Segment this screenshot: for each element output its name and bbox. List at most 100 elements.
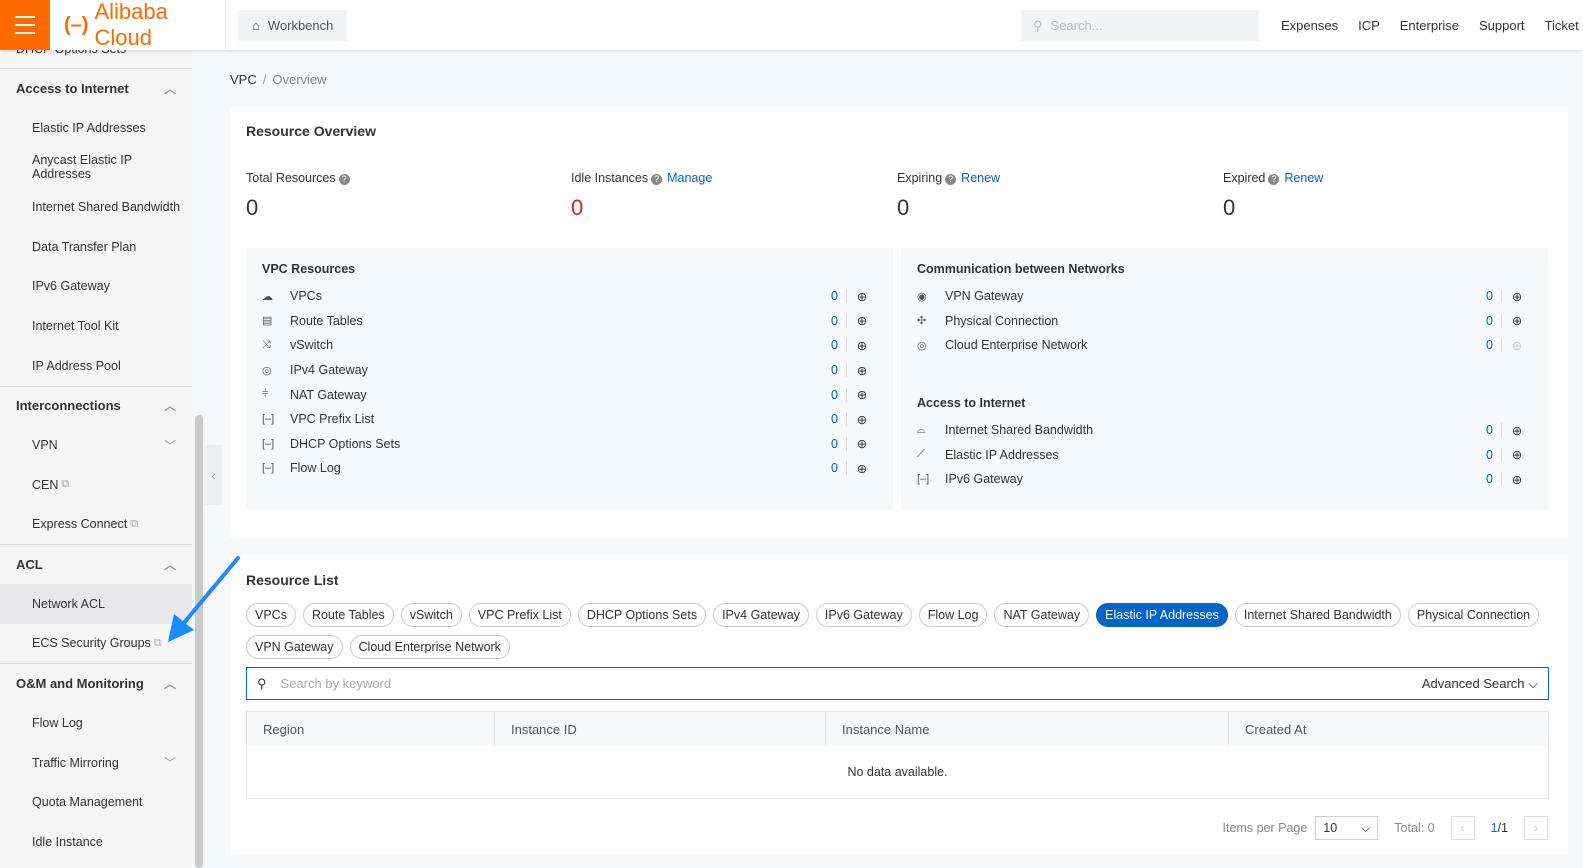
chip-vpn-gateway[interactable]: VPN Gateway — [246, 635, 343, 659]
nav-icp[interactable]: ICP — [1358, 17, 1380, 33]
renew-link[interactable]: Renew — [961, 171, 1001, 185]
chip-ipv4-gateway[interactable]: IPv4 Gateway — [713, 603, 809, 627]
resource-count-link[interactable]: 0 — [825, 461, 847, 476]
collapse-sidebar-button[interactable]: ‹ — [205, 445, 222, 505]
locate-icon[interactable]: ⊕ — [856, 388, 868, 403]
resource-count-link[interactable]: 0 — [1480, 472, 1502, 487]
resource-count-link[interactable]: 0 — [825, 313, 847, 328]
chevron-up-icon: ︿ — [163, 81, 176, 96]
advanced-search-button[interactable]: Advanced Search ⌵ — [1422, 676, 1538, 692]
locate-icon[interactable]: ⊕ — [856, 437, 868, 452]
sidebar-item-quota-management[interactable]: Quota Management — [0, 782, 192, 822]
sidebar-item-network-acl[interactable]: Network ACL — [0, 583, 192, 624]
resource-count-link[interactable]: 0 — [1480, 313, 1502, 328]
chip-physical-connection[interactable]: Physical Connection — [1407, 603, 1540, 627]
help-icon[interactable]: ? — [1268, 174, 1280, 185]
help-icon[interactable]: ? — [945, 174, 957, 185]
sidebar-section-acl[interactable]: ACL ︿ — [0, 544, 192, 584]
resource-row-vswitch: ⤨ vSwitch 0 ⊕ — [262, 333, 877, 358]
locate-icon[interactable]: ⊕ — [856, 412, 868, 427]
sidebar-item-elastic-ip-addresses[interactable]: Elastic IP Addresses — [0, 108, 192, 148]
sidebar-scrollbar[interactable] — [195, 415, 203, 868]
stat-value: 0 — [1223, 195, 1236, 220]
sidebar-section-o-m-and-monitoring[interactable]: O&M and Monitoring ︿ — [0, 663, 192, 703]
locate-icon[interactable]: ⊕ — [1511, 472, 1523, 487]
help-icon[interactable]: ? — [651, 174, 663, 185]
resource-count-link[interactable]: 0 — [1480, 338, 1502, 353]
resource-name: Route Tables — [290, 313, 363, 328]
column-region: Region — [247, 712, 495, 746]
sidebar-section-label: O&M and Monitoring — [16, 676, 144, 692]
locate-icon[interactable]: ⊕ — [856, 314, 868, 329]
chip-cloud-enterprise-network[interactable]: Cloud Enterprise Network — [349, 635, 510, 659]
resource-count-link[interactable]: 0 — [1480, 423, 1502, 438]
chevron-down-icon: ⌵ — [1528, 675, 1538, 691]
locate-icon[interactable]: ⊕ — [856, 363, 868, 378]
sidebar-section-interconnections[interactable]: Interconnections ︿ — [0, 385, 192, 426]
sidebar-item-cen[interactable]: CEN ⧉ — [0, 465, 192, 505]
manage-link[interactable]: Manage — [667, 171, 713, 185]
chip-vswitch[interactable]: vSwitch — [400, 603, 462, 627]
sidebar-item-ecs-security-groups[interactable]: ECS Security Groups ⧉ — [0, 624, 192, 664]
sidebar-item-ipv6-gateway[interactable]: IPv6 Gateway — [0, 266, 192, 306]
sidebar-section-access-to-internet[interactable]: Access to Internet ︿ — [0, 68, 192, 108]
resource-name: VPC Prefix List — [290, 412, 375, 427]
keyword-search-input[interactable]: ⚲ Search by keyword Advanced Search ⌵ — [246, 667, 1549, 700]
next-page-button[interactable]: › — [1524, 816, 1548, 840]
alibaba-cloud-logo[interactable]: (–) Alibaba Cloud — [50, 0, 226, 50]
chevron-down-icon: ⌵ — [1360, 820, 1371, 835]
sidebar-item-internet-tool-kit[interactable]: Internet Tool Kit — [0, 306, 192, 346]
help-icon[interactable]: ? — [338, 174, 350, 185]
sidebar-item-flow-log[interactable]: Flow Log — [0, 703, 192, 743]
sidebar-item-traffic-mirroring[interactable]: Traffic Mirroring ﹀ — [0, 743, 192, 783]
sidebar-item-vpn[interactable]: VPN ﹀ — [0, 425, 192, 465]
locate-icon[interactable]: ⊕ — [856, 289, 868, 304]
chip-vpcs[interactable]: VPCs — [246, 603, 296, 627]
chip-nat-gateway[interactable]: NAT Gateway — [994, 603, 1090, 627]
sidebar-item-idle-instance[interactable]: Idle Instance — [0, 822, 192, 862]
menu-icon[interactable] — [0, 0, 50, 50]
resource-count-link[interactable]: 0 — [825, 289, 847, 304]
chip-flow-log[interactable]: Flow Log — [918, 603, 988, 627]
chip-vpc-prefix-list[interactable]: VPC Prefix List — [468, 603, 571, 627]
global-search-input[interactable]: ⚲ Search... — [1021, 10, 1259, 41]
nav-enterprise[interactable]: Enterprise — [1399, 17, 1460, 33]
sidebar-item-data-transfer-plan[interactable]: Data Transfer Plan — [0, 227, 192, 267]
resource-count-link[interactable]: 0 — [825, 436, 847, 451]
resource-count-link[interactable]: 0 — [1480, 447, 1502, 462]
locate-icon[interactable]: ⊕ — [1511, 448, 1523, 463]
locate-icon[interactable]: ⊕ — [1511, 314, 1523, 329]
locate-icon[interactable]: ⊕ — [856, 338, 868, 353]
workbench-button[interactable]: ⌂ Workbench — [238, 9, 348, 41]
resource-count-link[interactable]: 0 — [1480, 289, 1502, 304]
chip-dhcp-options-sets[interactable]: DHCP Options Sets — [577, 603, 707, 627]
locate-icon[interactable]: ⊕ — [856, 461, 868, 476]
resource-count-link[interactable]: 0 — [825, 412, 847, 427]
sidebar-item-express-connect[interactable]: Express Connect ⧉ — [0, 505, 192, 545]
resource-count-link[interactable]: 0 — [825, 338, 847, 353]
locate-icon[interactable]: ⊕ — [1511, 423, 1523, 438]
breadcrumb-vpc[interactable]: VPC — [230, 72, 257, 87]
nav-ticket[interactable]: Ticket — [1544, 17, 1579, 33]
renew-link[interactable]: Renew — [1284, 171, 1324, 185]
locate-icon[interactable]: ⊕ — [1511, 338, 1523, 353]
prev-page-button[interactable]: ‹ — [1450, 816, 1475, 840]
chip-route-tables[interactable]: Route Tables — [302, 603, 394, 627]
resource-row-elastic-ip-addresses: ⟋ Elastic IP Addresses 0 ⊕ — [917, 443, 1532, 468]
access-to-internet-panel-title: Access to Internet — [917, 396, 1026, 410]
column-instance-name: Instance Name — [826, 712, 1229, 746]
resource-count-link[interactable]: 0 — [825, 387, 847, 402]
sidebar-item-ip-address-pool[interactable]: IP Address Pool — [0, 346, 192, 386]
nav-support[interactable]: Support — [1479, 17, 1525, 33]
chip-elastic-ip-addresses[interactable]: Elastic IP Addresses — [1096, 603, 1228, 627]
column-instance-id: Instance ID — [495, 712, 826, 746]
stat-total-resources: Total Resources? 0 — [246, 171, 350, 221]
chip-internet-shared-bandwidth[interactable]: Internet Shared Bandwidth — [1234, 603, 1401, 627]
sidebar-item-anycast-elastic-ip-addresses[interactable]: Anycast Elastic IP Addresses — [0, 147, 192, 187]
sidebar-item-internet-shared-bandwidth[interactable]: Internet Shared Bandwidth — [0, 187, 192, 227]
page-size-select[interactable]: 10 ⌵ — [1315, 816, 1379, 840]
nav-expenses[interactable]: Expenses — [1281, 17, 1339, 33]
chip-ipv6-gateway[interactable]: IPv6 Gateway — [815, 603, 912, 627]
locate-icon[interactable]: ⊕ — [1511, 289, 1523, 304]
resource-count-link[interactable]: 0 — [825, 363, 847, 378]
